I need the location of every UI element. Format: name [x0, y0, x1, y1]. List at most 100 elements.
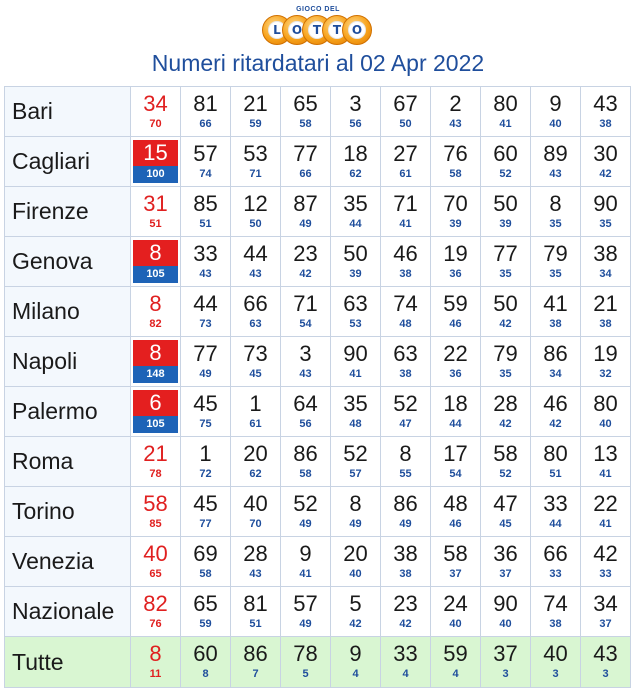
wheel-name: Venezia — [4, 536, 131, 587]
delay-count: 65 — [149, 568, 162, 580]
lotto-number: 6 — [133, 390, 178, 416]
number-cell: 9 40 — [530, 86, 581, 137]
top-delay-cell: 58 85 — [130, 486, 181, 537]
lotto-number: 8 — [399, 441, 412, 466]
delay-count: 72 — [199, 468, 212, 480]
top-delay-cell: 8 148 — [130, 336, 181, 387]
number-cell: 23 42 — [380, 586, 431, 637]
delay-count: 33 — [549, 568, 562, 580]
number-cell: 2 43 — [430, 86, 481, 137]
delay-count: 58 — [299, 118, 312, 130]
number-cell: 33 4 — [380, 636, 431, 688]
lotto-number: 79 — [543, 241, 568, 266]
lotto-number: 77 — [493, 241, 518, 266]
number-cell: 43 38 — [580, 86, 631, 137]
number-cell: 66 63 — [230, 286, 281, 337]
delay-count: 38 — [549, 618, 562, 630]
number-cell: 34 37 — [580, 586, 631, 637]
delay-count: 45 — [249, 368, 262, 380]
lotto-number: 52 — [343, 441, 368, 466]
lotto-number: 12 — [243, 191, 268, 216]
lotto-number: 33 — [543, 491, 568, 516]
lotto-number: 22 — [593, 491, 618, 516]
delay-count: 34 — [549, 368, 562, 380]
delay-count: 52 — [499, 468, 512, 480]
number-cell: 41 38 — [530, 286, 581, 337]
number-cell: 46 42 — [530, 386, 581, 437]
table-row: Cagliari 15 100 57 74 53 71 77 66 18 62 27 61 76 58 60 5… — [4, 136, 631, 187]
number-cell: 69 58 — [180, 536, 231, 587]
logo-balls: L O T T O — [262, 15, 374, 45]
lotto-number: 66 — [243, 291, 268, 316]
lotto-number: 18 — [343, 141, 368, 166]
top-delay-cell: 15 100 — [130, 136, 181, 187]
delay-count: 148 — [133, 366, 178, 383]
table-row: Napoli 8 148 77 49 73 45 3 43 90 41 63 38 22 36 79 35 86 3… — [4, 336, 631, 387]
delay-count: 62 — [349, 168, 362, 180]
delay-count: 54 — [449, 468, 462, 480]
number-cell: 53 71 — [230, 136, 281, 187]
delay-count: 5 — [302, 668, 309, 680]
delay-count: 77 — [199, 518, 212, 530]
delay-count: 58 — [299, 468, 312, 480]
lotto-number: 52 — [293, 491, 318, 516]
number-cell: 52 49 — [280, 486, 331, 537]
lotto-number: 8 — [549, 191, 562, 216]
number-cell: 57 74 — [180, 136, 231, 187]
top-delay-cell: 8 105 — [130, 236, 181, 287]
lotto-number: 80 — [543, 441, 568, 466]
wheel-name: Palermo — [4, 386, 131, 437]
number-cell: 27 61 — [380, 136, 431, 187]
number-cell: 23 42 — [280, 236, 331, 287]
delay-count: 74 — [199, 168, 212, 180]
number-cell: 18 44 — [430, 386, 481, 437]
lotto-number: 35 — [343, 391, 368, 416]
delay-count: 37 — [449, 568, 462, 580]
delay-count: 44 — [349, 218, 362, 230]
delay-count: 51 — [199, 218, 212, 230]
number-cell: 48 46 — [430, 486, 481, 537]
delay-count: 11 — [149, 668, 162, 680]
lotto-number: 73 — [243, 341, 268, 366]
delay-count: 39 — [449, 218, 462, 230]
number-cell: 86 34 — [530, 336, 581, 387]
number-cell: 8 49 — [330, 486, 381, 537]
lotto-number: 35 — [343, 191, 368, 216]
number-cell: 80 51 — [530, 436, 581, 487]
lotto-number: 38 — [393, 541, 418, 566]
lotto-number: 57 — [193, 141, 218, 166]
number-cell: 74 38 — [530, 586, 581, 637]
number-cell: 40 70 — [230, 486, 281, 537]
table-row: Venezia 40 65 69 58 28 43 9 41 20 40 38 38 58 37 36 37 66… — [4, 536, 631, 587]
number-cell: 45 77 — [180, 486, 231, 537]
lotto-number: 33 — [193, 241, 218, 266]
delay-count: 43 — [249, 268, 262, 280]
wheel-name: Milano — [4, 286, 131, 337]
lotto-number: 80 — [493, 91, 518, 116]
wheel-name: Cagliari — [4, 136, 131, 187]
wheel-name: Torino — [4, 486, 131, 537]
delay-count: 40 — [499, 618, 512, 630]
lotto-number: 19 — [593, 341, 618, 366]
number-cell: 77 66 — [280, 136, 331, 187]
number-cell: 38 38 — [380, 536, 431, 587]
lotto-number: 36 — [493, 541, 518, 566]
top-delay-cell: 21 78 — [130, 436, 181, 487]
number-cell: 33 43 — [180, 236, 231, 287]
delay-count: 4 — [352, 668, 359, 680]
logo-subtitle: GIOCO DEL — [296, 6, 340, 13]
delay-count: 41 — [599, 468, 612, 480]
number-cell: 87 49 — [280, 186, 331, 237]
lotto-number: 52 — [393, 391, 418, 416]
number-cell: 52 57 — [330, 436, 381, 487]
lotto-number: 89 — [543, 141, 568, 166]
number-cell: 58 37 — [430, 536, 481, 587]
lotto-number: 71 — [293, 291, 318, 316]
number-cell: 5 42 — [330, 586, 381, 637]
delay-count: 39 — [499, 218, 512, 230]
number-cell: 50 39 — [330, 236, 381, 287]
number-cell: 30 42 — [580, 136, 631, 187]
delay-count: 43 — [449, 118, 462, 130]
delay-count: 43 — [549, 168, 562, 180]
wheel-name: Bari — [4, 86, 131, 137]
